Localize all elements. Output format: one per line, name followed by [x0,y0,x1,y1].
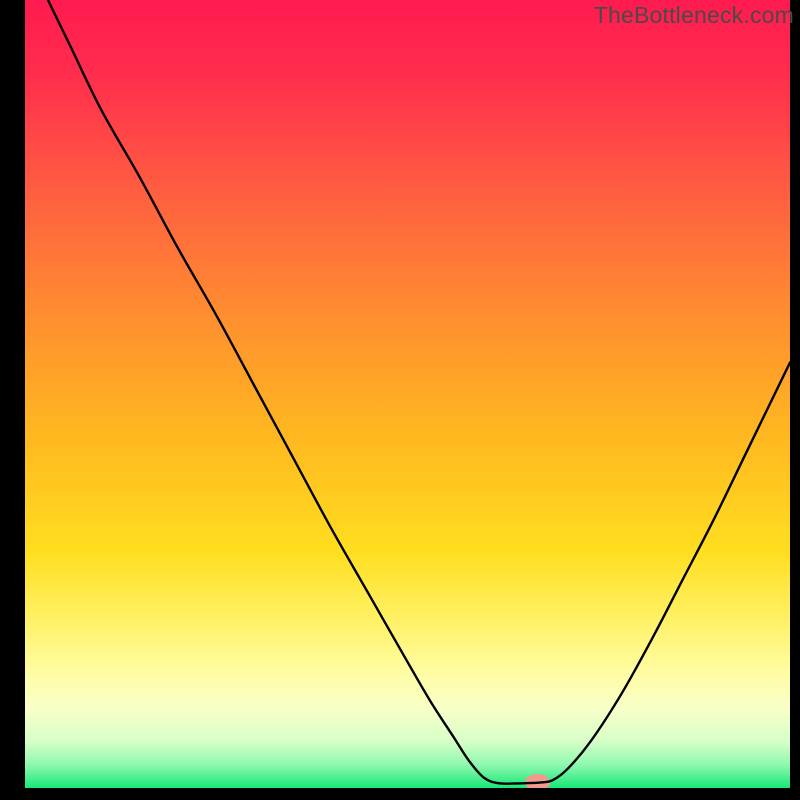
chart-frame: TheBottleneck.com [0,0,800,800]
bottleneck-chart [25,0,790,788]
gradient-background [25,0,790,788]
watermark-text: TheBottleneck.com [594,2,794,29]
plot-area [25,0,790,788]
